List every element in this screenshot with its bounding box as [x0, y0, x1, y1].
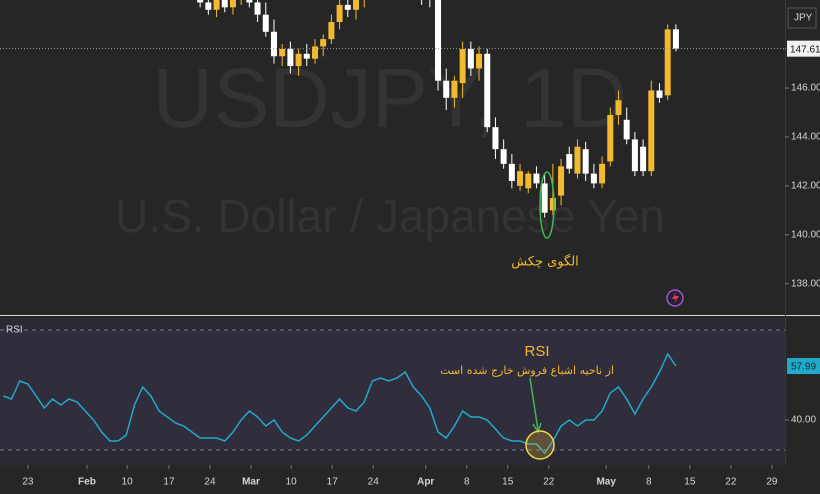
candle-body — [443, 80, 450, 98]
currency-label: JPY — [794, 13, 813, 24]
candle-body — [320, 39, 327, 47]
rsi-band-fill — [0, 330, 785, 450]
candle-body — [549, 198, 556, 211]
y-tick-label: 146.00 — [791, 83, 820, 94]
candle-body — [664, 29, 671, 96]
current-price-box — [787, 40, 820, 57]
candle-body — [435, 0, 442, 81]
candle-body — [484, 53, 491, 128]
candle-body — [533, 173, 540, 184]
x-tick-label: 8 — [646, 477, 652, 488]
rsi-annotation-text: از ناحیه اشباع فروش خارج شده است — [440, 364, 614, 377]
currency-box — [787, 7, 817, 29]
candle-body — [566, 154, 573, 169]
x-tick-label: 8 — [464, 477, 470, 488]
rsi-label: RSI — [6, 325, 23, 336]
y-tick-label: 142.00 — [791, 180, 820, 191]
x-tick-label: 29 — [766, 477, 778, 488]
candle-body — [631, 139, 638, 172]
y-tick-label: 140.00 — [791, 229, 820, 240]
y-tick-label: 138.00 — [791, 278, 820, 289]
rsi-highlight — [525, 430, 555, 460]
x-tick-label: 15 — [684, 477, 696, 488]
axes: 138.00 140.00 142.00 144.00 146.00 147.61 40.0… — [22, 40, 820, 488]
candle-body — [508, 163, 515, 181]
candle-body — [303, 53, 310, 59]
candle-body — [295, 53, 302, 67]
y-tick-label: 144.00 — [791, 132, 820, 143]
current-price-label: 147.61 — [790, 44, 820, 55]
x-tick-label: 24 — [204, 477, 216, 488]
candle-body — [279, 48, 286, 57]
candle-body — [229, 0, 236, 8]
watermark-title: USDJPY, 1D — [153, 51, 628, 145]
candle-body — [500, 149, 507, 164]
x-tick-label: 15 — [502, 477, 514, 488]
candle-body — [648, 90, 655, 172]
x-tick-label: 10 — [122, 477, 134, 488]
y-tick-label: 40.00 — [791, 415, 816, 426]
x-tick-label: 17 — [163, 477, 175, 488]
watermark-subtitle: U.S. Dollar / Japanese Yen — [115, 190, 665, 242]
x-tick-label: 24 — [368, 477, 380, 488]
rsi-line — [3, 352, 677, 455]
candle-body — [205, 2, 212, 10]
candle-body — [270, 31, 277, 57]
x-tick-label: 23 — [22, 477, 34, 488]
candle-body — [672, 29, 679, 49]
hammer-highlight — [539, 171, 555, 239]
candle-body — [311, 46, 318, 59]
candle-body — [254, 2, 261, 15]
alert-icon-bolt — [672, 292, 679, 304]
rsi-arrow — [529, 377, 539, 431]
x-tick-label: May — [596, 477, 616, 488]
candle-body — [541, 183, 548, 213]
rsi-annotation-title: RSI — [524, 343, 549, 360]
x-tick-label: Feb — [78, 477, 96, 488]
rsi-last-label: 57.99 — [791, 362, 816, 373]
candle-body — [582, 149, 589, 174]
candle-body — [197, 0, 204, 3]
x-tick-label: 10 — [286, 477, 298, 488]
candle-body — [607, 114, 614, 162]
candle-body — [590, 173, 597, 184]
candle-body — [328, 22, 335, 40]
price-pane — [0, 0, 785, 218]
x-tick-label: 22 — [543, 477, 555, 488]
x-tick-label: 17 — [327, 477, 339, 488]
candle-body — [517, 171, 524, 186]
candle-body — [492, 127, 499, 150]
candle-body — [344, 4, 351, 10]
x-tick-label: Apr — [417, 477, 434, 488]
rsi-plot — [0, 329, 785, 455]
candle-body — [221, 0, 228, 8]
candle-body — [451, 80, 458, 98]
candle-body — [467, 48, 474, 69]
x-tick-label: 22 — [725, 477, 737, 488]
candle-body — [287, 48, 294, 67]
candle-body — [262, 14, 269, 32]
candle-body — [352, 0, 359, 10]
rsi-arrow-head — [532, 422, 542, 434]
candle-body — [525, 173, 532, 189]
candle-body — [623, 119, 630, 140]
candle-body — [476, 53, 483, 69]
candle-body — [459, 48, 466, 84]
x-tick-label: Mar — [242, 477, 260, 488]
candle-body — [615, 100, 622, 115]
candle-body — [213, 0, 220, 10]
candle-body — [599, 163, 606, 184]
candle-body — [246, 0, 253, 3]
hammer-annotation: الگوی چکش — [511, 254, 579, 270]
candle-body — [574, 146, 581, 174]
candle-body — [336, 4, 343, 23]
candle-body — [558, 166, 565, 196]
candle-body — [640, 146, 647, 172]
rsi-last-box — [787, 358, 820, 375]
candle-body — [656, 90, 663, 98]
